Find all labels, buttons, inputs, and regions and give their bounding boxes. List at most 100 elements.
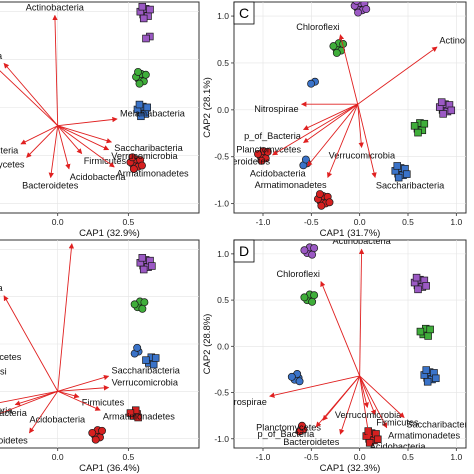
arrow-bacteroidetes bbox=[48, 125, 59, 179]
arrow-label-bacteroidetes: Bacteroidetes bbox=[22, 180, 79, 190]
arrow-planctomycetes bbox=[303, 103, 358, 144]
arrow-armatimonadetes bbox=[359, 375, 388, 429]
arrow-chloroflexi bbox=[338, 34, 359, 105]
arrow-label-bacteroidetes: Bacteroidetes bbox=[0, 435, 28, 445]
arrow-verrucomicrobia bbox=[57, 385, 110, 392]
data-point-red-circle bbox=[128, 153, 137, 162]
data-point-green-circle bbox=[130, 300, 139, 309]
arrow-label-bacteroidetes: Bacteroidetes bbox=[283, 437, 340, 447]
arrow-label-planctomycetes: Planctomycetes bbox=[236, 144, 301, 154]
data-point-red-circle bbox=[254, 150, 262, 158]
x-tick-label: 0.0 bbox=[52, 452, 64, 462]
data-point-red-circle bbox=[91, 435, 100, 444]
arrow-chloroflexi bbox=[320, 280, 361, 377]
y-tick-label: -1.0 bbox=[214, 199, 229, 209]
arrow-acidobacteria bbox=[307, 103, 359, 167]
arrow-label-saccharibacteria: Saccharibacteria bbox=[111, 365, 180, 375]
plot-content: Actinobacteria Chloroflexi Nitrospirae Plan… bbox=[222, 236, 474, 448]
plot-content: Actinobacteria alditrichaeota Saccharibact… bbox=[0, 231, 181, 445]
arrow-melainabacteria bbox=[57, 116, 118, 127]
arrow-saccharibacteria bbox=[57, 125, 113, 144]
x-tick-label: 0.0 bbox=[354, 452, 366, 462]
arrow-bacteroidetes bbox=[272, 103, 358, 156]
data-point-blue-square bbox=[135, 100, 144, 109]
panel-c: -1.0 -0.5 0.0 0.5 1.0 -1.0 -0.5 0.0 0.5 1.0 CAP1 (… bbox=[202, 1, 467, 239]
data-point-blue-circle bbox=[307, 79, 316, 88]
data-point-green-circle bbox=[310, 291, 319, 300]
arrow-actinobacteria bbox=[357, 46, 438, 105]
data-point-red-circle bbox=[98, 426, 106, 435]
label-mycetes: mycetes bbox=[0, 352, 22, 362]
data-point-purple-circle bbox=[354, 8, 363, 17]
panel-tag: C bbox=[239, 5, 249, 21]
data-point-blue-square bbox=[403, 170, 411, 178]
arrow-label-chloroflexi: Chloroflexi bbox=[276, 269, 319, 279]
arrow-verrucomicrobia bbox=[359, 375, 369, 408]
data-point-green-square bbox=[414, 128, 422, 137]
arrow-ctomycetes bbox=[26, 125, 59, 158]
arrow-label-actinobacteria: Actinobacteria bbox=[333, 236, 392, 246]
y-axis-title: CAP2 (28.8%) bbox=[202, 314, 213, 375]
arrow-firmicutes bbox=[359, 375, 376, 416]
y-tick-label: 0.5 bbox=[217, 58, 229, 68]
arrow-armatimonadetes bbox=[57, 390, 101, 411]
data-point-green-square bbox=[424, 332, 432, 340]
arrow-label-planctomycetes: Planctomycetes bbox=[256, 423, 321, 433]
arrow-verrucomicrobia bbox=[57, 125, 110, 151]
arrow-label-actinobacteria: Actinobacteria bbox=[72, 231, 131, 241]
arrow-label-melainabacteria: Melainabacteria bbox=[120, 109, 186, 119]
arrow-label-bacteroidetes: Bacteroidetes bbox=[214, 156, 271, 166]
arrow-alditrichaeota bbox=[3, 295, 59, 392]
x-tick-label: 1.0 bbox=[450, 452, 462, 462]
arrow-label-verrucomicrobia: Verrucomicrobia bbox=[112, 377, 179, 387]
arrow-firmicutes bbox=[57, 125, 83, 155]
plot-area bbox=[233, 239, 467, 449]
arrow-label-saccharibacteria: Saccharibacteria bbox=[406, 420, 474, 430]
y-tick-label: -1.0 bbox=[214, 434, 229, 444]
plot-content: Actinobacteria richaeota Melainabacteria Sa… bbox=[0, 2, 189, 190]
arrow-label-saccharibacteria: Saccharibacteria bbox=[114, 143, 183, 153]
data-point-red-circle bbox=[263, 147, 272, 156]
data-point-red-circle bbox=[257, 156, 266, 165]
y-tick-label: 0.0 bbox=[217, 341, 229, 351]
arrow-armatimonadetes bbox=[327, 104, 359, 178]
data-point-green-circle bbox=[329, 42, 338, 51]
y-tick-label: -0.5 bbox=[214, 388, 229, 398]
data-point-purple-square bbox=[148, 262, 156, 270]
arrow-label-nitrospirae: Nitrospirae bbox=[222, 397, 266, 407]
arrow-unlabeled bbox=[0, 390, 58, 415]
data-point-green-square bbox=[416, 327, 425, 336]
data-point-purple-circle bbox=[308, 250, 317, 259]
arrow-label-saccharibacteria: Saccharibacteria bbox=[376, 180, 445, 190]
data-point-purple-square bbox=[437, 98, 446, 106]
data-point-blue-square bbox=[142, 356, 150, 364]
x-tick-label: 0.0 bbox=[52, 217, 64, 227]
y-tick-label: 0.5 bbox=[217, 295, 229, 305]
arrow-label-acidobacteria: Acidobacteria bbox=[70, 172, 127, 182]
data-point-green-square bbox=[410, 122, 419, 130]
data-point-green-circle bbox=[135, 79, 144, 88]
arrow-p-of-bacteria bbox=[302, 103, 358, 130]
data-point-purple-square bbox=[412, 273, 421, 282]
data-point-purple-square bbox=[447, 106, 456, 115]
arrow-label-proteobacteria: Proteobacteria bbox=[0, 145, 19, 155]
data-point-purple-square bbox=[142, 34, 150, 43]
x-tick-label: 1.0 bbox=[450, 217, 462, 227]
data-point-purple-square bbox=[139, 14, 148, 23]
data-point-red-square bbox=[126, 409, 135, 417]
data-point-red-square bbox=[134, 413, 142, 422]
data-point-purple-circle bbox=[300, 246, 309, 255]
x-tick-label: 0.5 bbox=[402, 452, 414, 462]
arrow-actinobacteria bbox=[57, 243, 75, 392]
x-tick-label: 0.5 bbox=[122, 217, 134, 227]
arrow-proteobacteria bbox=[20, 125, 58, 145]
data-point-green-circle bbox=[300, 293, 309, 302]
arrow-unlabeled bbox=[0, 70, 59, 127]
data-point-red-circle bbox=[129, 165, 138, 173]
arrow-label-richaeota: richaeota bbox=[0, 51, 3, 61]
arrow-saccharibacteria bbox=[57, 374, 110, 392]
arrow-label-verrucomicrobia: Verrucomicrobia bbox=[329, 150, 396, 160]
x-axis-title: CAP1 (36.4%) bbox=[79, 463, 140, 474]
data-point-blue-square bbox=[393, 162, 401, 170]
data-point-blue-circle bbox=[287, 372, 296, 381]
